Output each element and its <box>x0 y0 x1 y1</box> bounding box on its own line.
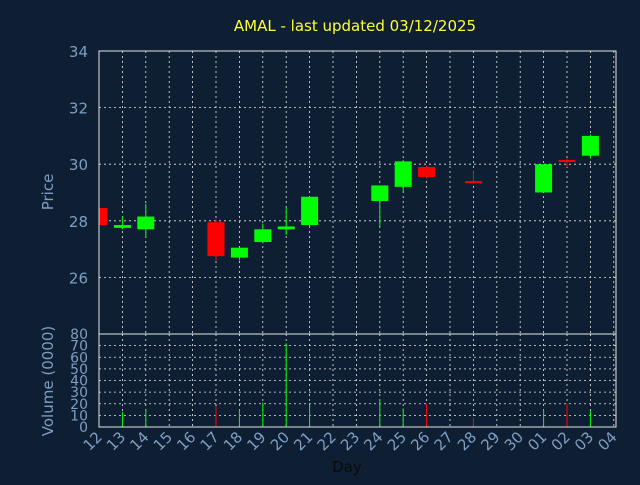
x-tick-label: 15 <box>150 428 176 454</box>
candle <box>254 223 272 244</box>
candle-body <box>230 247 248 258</box>
candle <box>535 164 553 193</box>
candle <box>113 216 131 230</box>
x-tick-label: 21 <box>290 428 316 454</box>
volume-tick-label: 60 <box>70 350 88 366</box>
candle <box>230 247 248 261</box>
candle-body <box>535 164 553 193</box>
candle <box>207 219 225 261</box>
candle <box>137 203 155 238</box>
price-tick-label: 28 <box>69 213 88 231</box>
x-tick-label: 23 <box>337 428 363 454</box>
volume-gridlines <box>99 333 616 428</box>
volume-tick-label: 80 <box>70 327 88 343</box>
candle <box>277 208 295 235</box>
x-tick-label: 29 <box>477 428 503 454</box>
candle-body <box>464 181 482 184</box>
candle-body <box>418 167 436 177</box>
price-tick-labels: 26 28 30 32 34 <box>69 43 88 287</box>
candle-body <box>207 222 225 257</box>
candle-body <box>99 208 108 226</box>
candle-body <box>137 216 155 230</box>
volume-plot-frame <box>98 333 617 428</box>
candle-body <box>371 185 389 201</box>
x-tick-label: 04 <box>594 428 620 454</box>
price-tick-label: 30 <box>69 156 88 174</box>
x-tick-label: 01 <box>524 428 550 454</box>
x-tick-labels: 1213141516171819202122232425262728293001… <box>80 428 621 454</box>
candle-body <box>581 135 599 156</box>
chart-title: AMAL - last updated 03/12/2025 <box>234 17 476 35</box>
candle-body <box>113 225 131 228</box>
x-tick-label: 18 <box>220 428 246 454</box>
x-tick-label: 25 <box>384 428 410 454</box>
candle <box>394 159 412 192</box>
candle <box>371 185 389 227</box>
candle-body <box>394 161 412 187</box>
x-tick-label: 28 <box>454 428 480 454</box>
x-tick-label: 02 <box>548 428 574 454</box>
volume-tick-label: 0 <box>79 420 88 436</box>
x-tick-label: 13 <box>103 428 129 454</box>
candle <box>98 208 108 226</box>
candle <box>558 158 576 168</box>
price-tick-label: 34 <box>69 43 88 61</box>
candle-body <box>301 196 319 226</box>
price-axis-label: Price <box>39 174 57 211</box>
volume-tick-label: 20 <box>70 397 88 413</box>
volume-axis-label: Volume (0000) <box>39 326 57 436</box>
x-tick-label: 27 <box>431 428 457 454</box>
price-tick-label: 32 <box>69 100 88 118</box>
candle <box>464 171 482 185</box>
candle <box>418 165 436 179</box>
candle-body <box>254 229 272 243</box>
candle-body <box>558 159 576 162</box>
x-tick-label: 24 <box>360 428 386 454</box>
x-tick-label: 20 <box>267 428 293 454</box>
x-tick-label: 14 <box>126 428 152 454</box>
volume-tick-label: 40 <box>70 374 88 390</box>
volume-tick-label: 30 <box>70 385 88 401</box>
price-tick-label: 26 <box>69 269 88 287</box>
x-tick-label: 17 <box>197 428 223 454</box>
candle-body <box>277 226 295 230</box>
x-tick-label: 26 <box>407 428 433 454</box>
x-axis-label: Day <box>332 458 362 476</box>
candle <box>581 134 599 159</box>
volume-tick-label: 10 <box>70 408 88 424</box>
x-tick-label: 16 <box>173 428 199 454</box>
x-tick-label: 19 <box>243 428 269 454</box>
volume-tick-label: 70 <box>70 339 88 355</box>
candles <box>98 134 599 261</box>
candle <box>301 196 319 227</box>
x-tick-label: 22 <box>314 428 340 454</box>
x-tick-label: 30 <box>501 428 527 454</box>
x-tick-label: 03 <box>571 428 597 454</box>
volume-bars <box>121 343 591 427</box>
volume-tick-label: 50 <box>70 362 88 378</box>
